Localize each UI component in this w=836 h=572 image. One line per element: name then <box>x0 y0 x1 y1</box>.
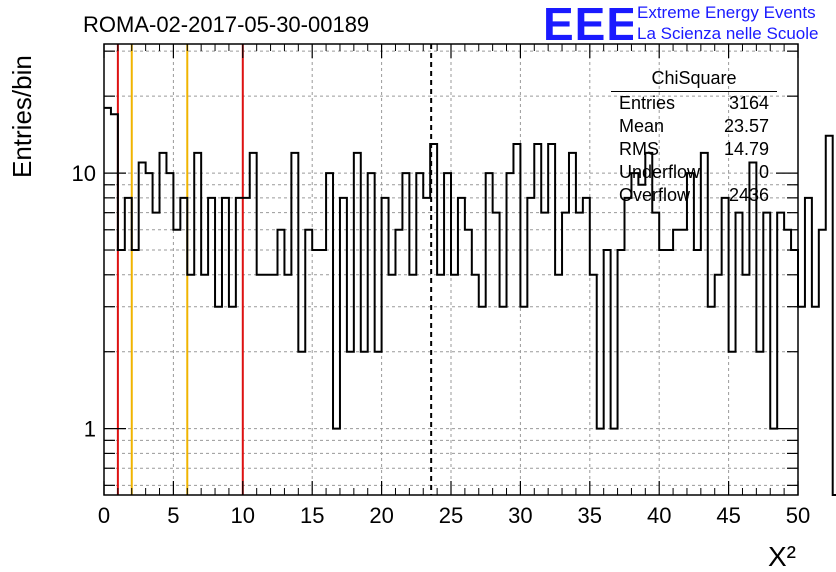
x-tick-label: 10 <box>231 503 255 528</box>
x-tick-label: 25 <box>439 503 463 528</box>
stats-row: RMS 14.79 <box>611 138 777 161</box>
x-tick-label: 40 <box>647 503 671 528</box>
stats-row: Overflow 2436 <box>611 184 777 207</box>
grid <box>104 44 798 495</box>
y-tick-label: 10 <box>72 161 96 186</box>
stats-value: 0 <box>758 162 769 182</box>
logo-line-1: Extreme Energy Events <box>637 3 816 22</box>
stats-label: Overflow <box>619 185 691 205</box>
reference-lines <box>116 44 433 495</box>
y-axis-label: Entries/bin <box>7 55 37 178</box>
stats-box: ChiSquare Entries 3164 Mean 23.57 RMS 14.79… <box>611 67 777 207</box>
stats-value: 3164 <box>728 93 769 113</box>
stats-row: Mean 23.57 <box>611 115 777 138</box>
logo-mark: EEE <box>543 2 633 44</box>
stats-label: Entries <box>619 93 676 113</box>
x-tick-label: 30 <box>508 503 532 528</box>
stats-row: Underflow 0 <box>611 161 777 184</box>
x-tick-label: 20 <box>369 503 393 528</box>
stats-value: 2436 <box>728 185 769 205</box>
eee-logo: EEE <box>543 2 633 44</box>
histogram-series <box>104 106 836 496</box>
stats-title: ChiSquare <box>611 67 777 92</box>
stats-label: Underflow <box>619 162 701 182</box>
x-axis-label: X² <box>768 541 796 572</box>
x-tick-label: 35 <box>578 503 602 528</box>
x-tick-label: 50 <box>786 503 810 528</box>
x-tick-label: 45 <box>716 503 740 528</box>
x-tick-label: 0 <box>98 503 110 528</box>
x-tick-label: 15 <box>300 503 324 528</box>
stats-label: RMS <box>619 139 659 159</box>
y-tick-label: 1 <box>84 417 96 442</box>
logo-line-2: La Scienza nelle Scuole <box>637 24 819 43</box>
x-tick-label: 5 <box>167 503 179 528</box>
stats-label: Mean <box>619 116 665 136</box>
logo-text: Extreme Energy Events La Scienza nelle S… <box>637 2 818 44</box>
chart-title: ROMA-02-2017-05-30-00189 <box>83 12 369 37</box>
stats-value: 23.57 <box>723 116 769 136</box>
axis-ticks: 0 5 10 15 20 25 30 35 40 45 50 1 10 <box>72 44 810 528</box>
stats-row: Entries 3164 <box>611 92 777 115</box>
stats-value: 14.79 <box>723 139 769 159</box>
